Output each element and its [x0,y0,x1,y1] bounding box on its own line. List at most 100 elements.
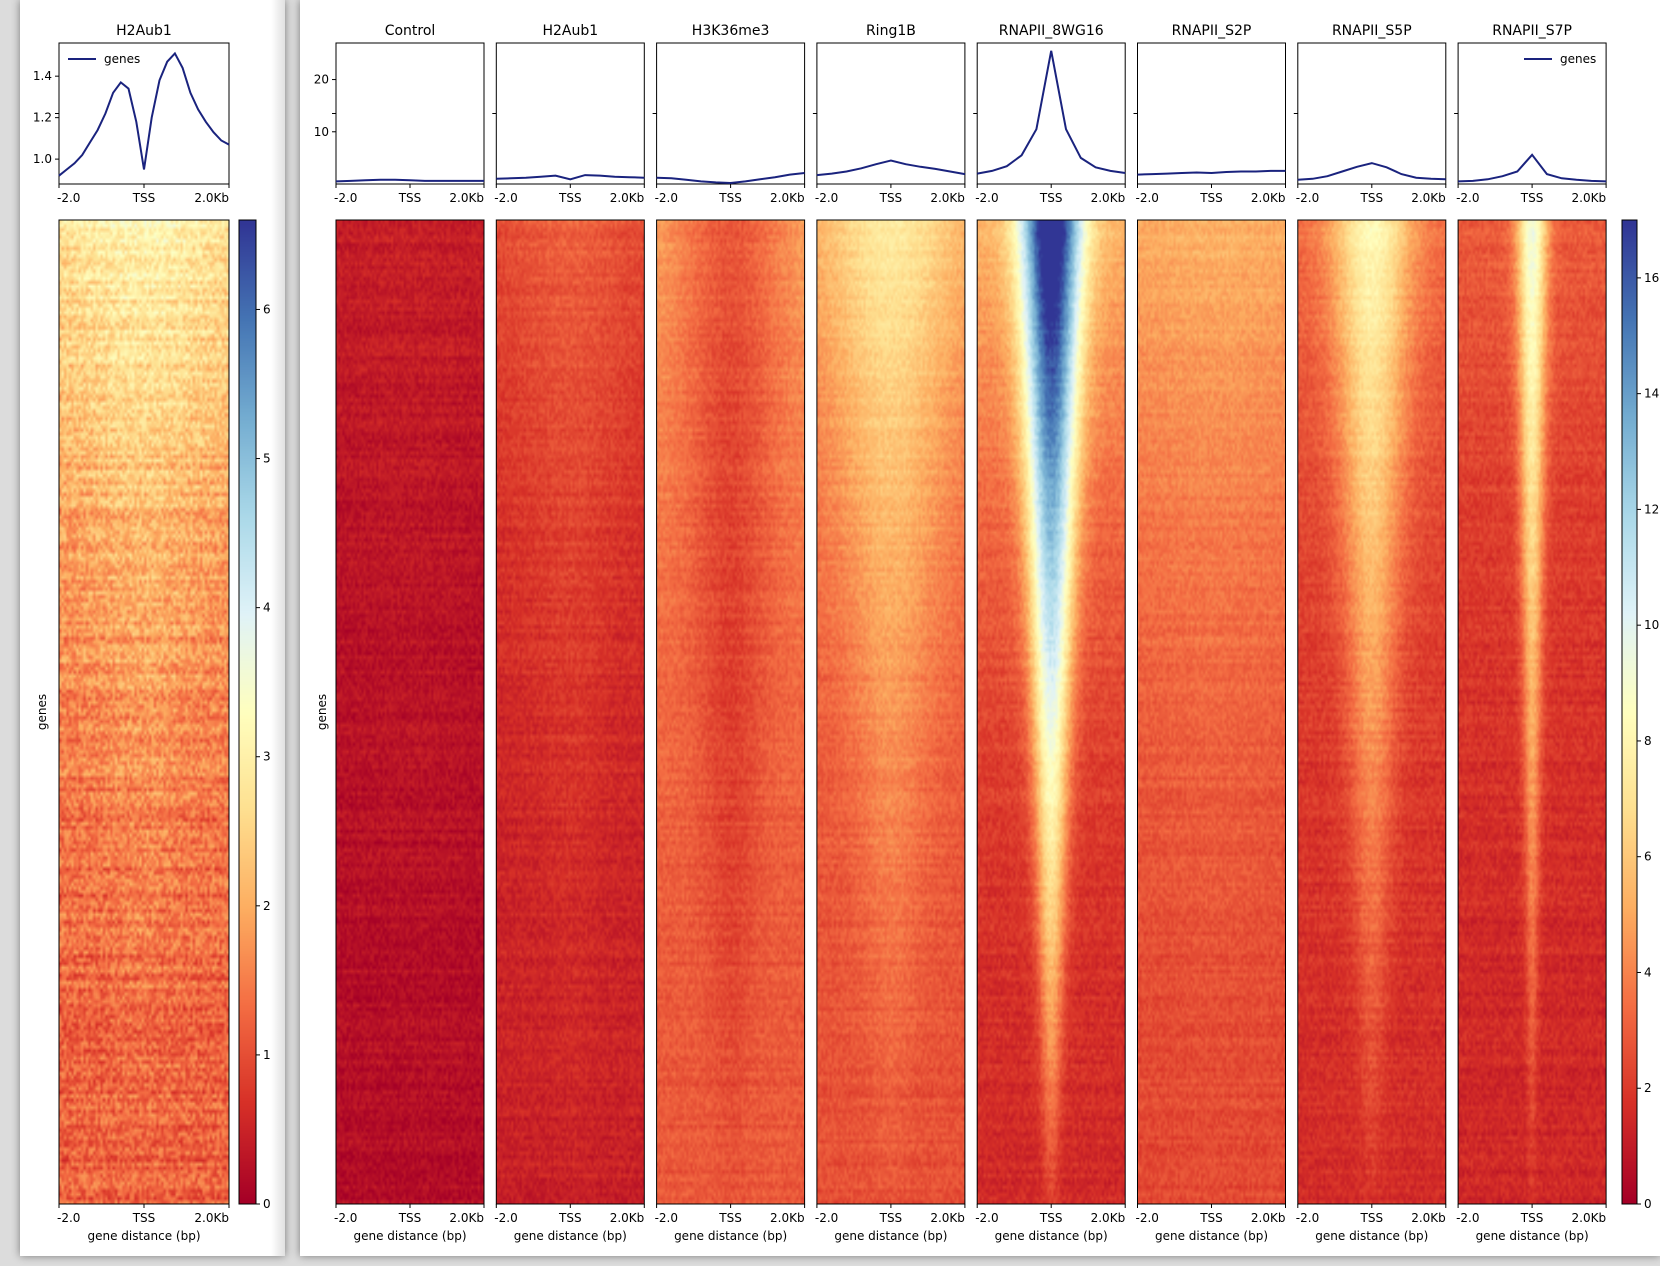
heatmap-x-tick-label: 2.0Kb [610,1211,645,1225]
heatmap-x-tick-label: TSS [879,1211,903,1225]
profile-frame [656,42,806,185]
heatmap-x-tick-label: -2.0 [1456,1211,1479,1225]
heatmap-rnapii-s2p [1137,220,1286,1204]
profile-x-tick-label: 2.0Kb [449,191,484,205]
row-group-label: genes [35,694,49,730]
heatmap-x-tick-label: -2.0 [1296,1211,1319,1225]
profile-x-tick-label: 2.0Kb [770,191,805,205]
heatmap-rnapii-s5p [1297,220,1446,1204]
profile-x-tick-label: 2.0Kb [930,191,965,205]
sample-column-rnapii-8wg16: RNAPII_8WG16 -2.0 TSS 2.0Kb -2.0 TSS 2.0Kb gene… [973,23,1126,1243]
profile-line-ring1b [816,159,966,177]
colorbar-tick-label: 6 [1644,850,1652,864]
profile-line-rnapii-s7p [1458,153,1607,183]
profile-x-tick-label: -2.0 [1456,191,1479,205]
profile-x-tick-label: 2.0Kb [1411,191,1446,205]
colorbar-tick-label: 0 [263,1197,271,1211]
x-axis-label: gene distance (bp) [1476,1229,1589,1243]
heatmap-x-tick-label: 2.0Kb [1572,1211,1607,1225]
colorbar-tick-label: 8 [1644,734,1652,748]
colorbar-tick-label: 1 [263,1048,271,1062]
profile-frame [976,42,1126,185]
heatmap-x-tick-label: 2.0Kb [1251,1211,1286,1225]
heatmap-x-tick-label: 2.0Kb [194,1211,229,1225]
profile-frame [1137,42,1286,185]
sample-column-h2aub1: H2Aub1 -2.0 TSS 2.0Kb -2.0 TSS 2.0Kb gene dista… [492,23,645,1243]
profile-line-control [335,178,484,183]
profile-y-tick-label: 1.0 [33,152,52,166]
right-heatmap-figure: Control -2.0 TSS 2.0Kb -2.0 TSS 2.0Kb gene dist… [314,23,1660,1243]
sample-title: RNAPII_S5P [1332,23,1412,39]
heatmap-x-tick-label: TSS [1520,1211,1544,1225]
sample-title: H3K36me3 [692,23,770,39]
x-axis-label: gene distance (bp) [514,1229,627,1243]
colorbar-frame [238,219,257,1205]
profile-x-tick-label: TSS [879,191,903,205]
colorbar [239,220,256,1204]
heatmap-rnapii-s7p [1458,220,1607,1204]
colorbar-tick-label: 6 [263,302,271,316]
x-axis-label: gene distance (bp) [1315,1229,1428,1243]
profile-frame [495,42,645,185]
sample-column-control: Control -2.0 TSS 2.0Kb -2.0 TSS 2.0Kb gene dist… [332,23,485,1243]
colorbar-tick-label: 0 [1644,1197,1652,1211]
sample-column-h3k36me3: H3K36me3 -2.0 TSS 2.0Kb -2.0 TSS 2.0Kb gene dis… [652,23,806,1243]
profile-line-rnapii-s5p [1297,162,1446,181]
heatmap-x-tick-label: TSS [132,1211,156,1225]
sample-column-rnapii-s7p: RNAPII_S7P -2.0 TSS 2.0Kb -2.0 TSS 2.0Kb gene d… [1454,23,1607,1243]
heatmap-h3k36me3 [656,220,805,1204]
profile-y-tick-label: 1.4 [33,69,52,83]
profile-frame [335,42,485,185]
profile-x-tick-label: -2.0 [334,191,357,205]
heatmap-x-tick-label: TSS [1199,1211,1223,1225]
profile-x-tick-label: -2.0 [1296,191,1319,205]
profile-x-tick-label: 2.0Kb [1572,191,1607,205]
sample-column-rnapii-s5p: RNAPII_S5P -2.0 TSS 2.0Kb -2.0 TSS 2.0Kb gene d… [1293,23,1447,1243]
x-axis-label: gene distance (bp) [995,1229,1108,1243]
colorbar-tick-label: 5 [263,452,271,466]
profile-x-tick-label: TSS [558,191,582,205]
profile-x-tick-label: 2.0Kb [1251,191,1286,205]
profile-x-tick-label: TSS [718,191,742,205]
heatmap-x-tick-label: TSS [398,1211,422,1225]
heatmap-x-tick-label: TSS [1039,1211,1063,1225]
heatmap-control [336,220,484,1204]
profile-x-tick-label: 2.0Kb [610,191,645,205]
sample-title: Control [385,23,436,39]
profile-x-tick-label: TSS [132,191,156,205]
heatmap-x-tick-label: 2.0Kb [1091,1211,1126,1225]
heatmap-x-tick-label: -2.0 [334,1211,357,1225]
x-axis-label: gene distance (bp) [353,1229,466,1243]
sample-title: RNAPII_S2P [1172,23,1252,39]
colorbar-tick-label: 12 [1644,502,1659,516]
heatmap-x-tick-label: -2.0 [494,1211,517,1225]
heatmap-x-tick-label: -2.0 [1136,1211,1159,1225]
sample-column-ring1b: Ring1B -2.0 TSS 2.0Kb -2.0 TSS 2.0Kb gene dista… [812,23,966,1243]
colorbar-tick-label: 2 [1644,1081,1652,1095]
profile-frame [816,42,966,185]
heatmap-x-tick-label: 2.0Kb [930,1211,965,1225]
heatmap-x-tick-label: 2.0Kb [1411,1211,1446,1225]
profile-x-tick-label: TSS [1520,191,1544,205]
profile-x-tick-label: -2.0 [975,191,998,205]
sample-title: Ring1B [866,23,916,39]
row-group-label: genes [315,694,329,730]
profile-x-tick-label: -2.0 [57,191,80,205]
profile-x-tick-label: -2.0 [1136,191,1159,205]
heatmap-x-tick-label: -2.0 [815,1211,838,1225]
x-axis-label: gene distance (bp) [834,1229,947,1243]
colorbar-tick-label: 4 [1644,965,1652,979]
heatmap-ring1b [816,220,965,1204]
profile-x-tick-label: TSS [1199,191,1223,205]
colorbar-tick-label: 2 [263,899,271,913]
colorbar-tick-label: 16 [1644,271,1659,285]
sample-title: H2Aub1 [542,23,598,39]
sample-column-h2aub1: H2Aub1 -2.0 TSS 2.0Kb -2.0 TSS 2.0Kb gene dista… [55,23,230,1243]
profile-line-rnapii-s2p [1137,169,1286,176]
sample-title: RNAPII_S7P [1492,23,1572,39]
profile-frame [1457,42,1607,185]
profile-y-tick-label: 1.2 [33,111,52,125]
right-figure-window: Control -2.0 TSS 2.0Kb -2.0 TSS 2.0Kb gene dist… [300,0,1660,1256]
sample-title: RNAPII_8WG16 [999,23,1104,39]
profile-x-tick-label: TSS [398,191,422,205]
